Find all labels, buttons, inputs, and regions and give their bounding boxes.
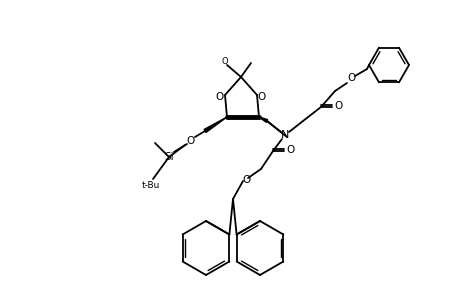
Text: O: O xyxy=(215,92,224,102)
Text: N: N xyxy=(280,130,289,140)
Text: O: O xyxy=(347,73,355,83)
Text: O: O xyxy=(334,101,342,111)
Text: t-Bu: t-Bu xyxy=(141,182,160,190)
Polygon shape xyxy=(204,117,226,133)
Text: O: O xyxy=(242,175,251,185)
Text: O: O xyxy=(221,56,228,65)
Polygon shape xyxy=(258,117,267,122)
Text: Si: Si xyxy=(164,152,174,162)
Text: O: O xyxy=(286,145,295,155)
Text: O: O xyxy=(257,92,266,102)
Text: O: O xyxy=(186,136,195,146)
